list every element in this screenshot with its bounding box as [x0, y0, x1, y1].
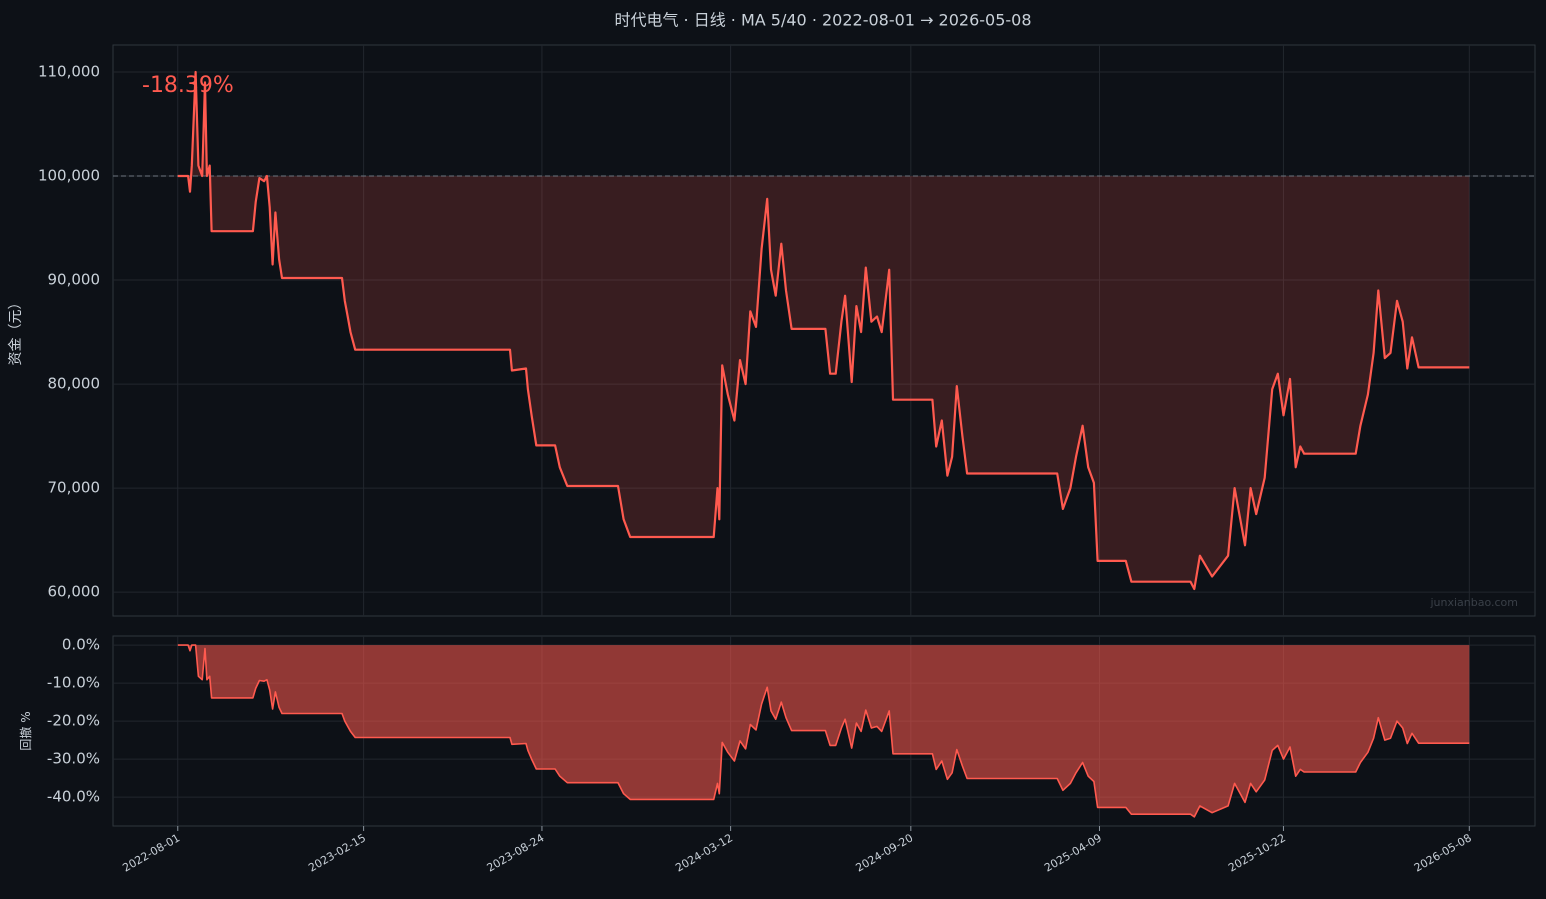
- x-tick-label: 2023-02-15: [306, 831, 368, 874]
- y-tick-label: 60,000: [48, 583, 101, 601]
- y-tick-label: -20.0%: [47, 712, 100, 730]
- x-tick-label: 2023-08-24: [485, 831, 547, 874]
- y-tick-label: -30.0%: [47, 750, 100, 768]
- chart-title: 时代电气 · 日线 · MA 5/40 · 2022-08-01 → 2026-…: [614, 11, 1031, 30]
- area-fill: [177, 645, 1470, 817]
- y-tick-label: 80,000: [48, 375, 101, 393]
- y-axis-label: 资金（元）: [8, 296, 24, 366]
- y-tick-label: -10.0%: [47, 674, 100, 692]
- y-tick-label: 90,000: [48, 271, 101, 289]
- x-tick-label: 2025-04-09: [1042, 831, 1104, 874]
- y-tick-label: 100,000: [38, 167, 100, 185]
- equity-line: [177, 70, 1470, 591]
- x-tick-label: 2024-03-12: [673, 831, 735, 874]
- x-tick-label: 2024-09-20: [853, 831, 915, 874]
- area-fill: [177, 72, 1470, 589]
- watermark: junxianbao.com: [1429, 596, 1518, 609]
- x-tick-label: 2026-05-08: [1412, 831, 1474, 874]
- annotation: -18.39%: [142, 73, 234, 98]
- y-tick-label: 0.0%: [62, 636, 100, 654]
- y-tick-label: -40.0%: [47, 788, 100, 806]
- x-tick-label: 2022-08-01: [120, 831, 182, 874]
- drawdown-line: [177, 644, 1470, 818]
- y-tick-label: 110,000: [38, 63, 100, 81]
- y-tick-label: 70,000: [48, 479, 101, 497]
- x-tick-label: 2025-10-22: [1226, 831, 1288, 874]
- y-axis-label: 回撤 %: [18, 711, 33, 750]
